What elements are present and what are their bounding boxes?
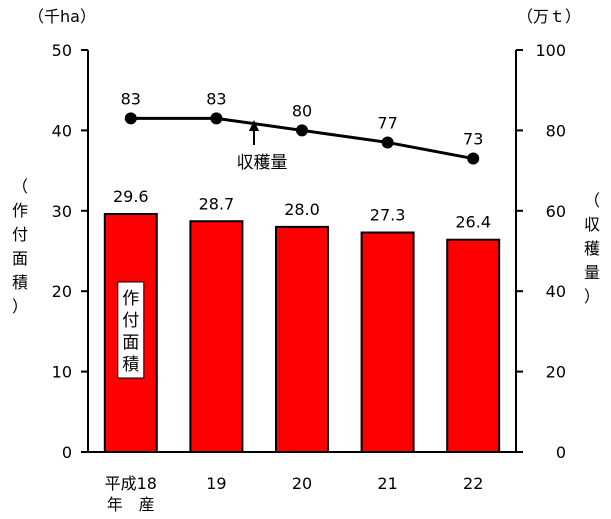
bar-series-label-box bbox=[117, 281, 145, 379]
line-point-label: 80 bbox=[292, 101, 312, 120]
axis-titles: （千ha） （万ｔ） （作付面積） （収穫量） bbox=[12, 7, 600, 316]
bar bbox=[446, 238, 501, 453]
right-tick-label: 60 bbox=[546, 202, 566, 221]
left-axis-ticks: 0 10 20 30 40 50 bbox=[52, 41, 88, 462]
line-point-label: 83 bbox=[121, 89, 141, 108]
left-tick-label: 40 bbox=[52, 121, 72, 140]
bar bbox=[189, 220, 244, 453]
bar bbox=[275, 225, 329, 453]
bar-value-label: 28.0 bbox=[284, 200, 320, 219]
line-point bbox=[467, 152, 480, 165]
left-tick-label: 20 bbox=[52, 282, 72, 301]
x-tick-labels: 平成18 年 産 19 20 21 22 bbox=[105, 474, 484, 514]
bar-series-label: 作付面積 bbox=[122, 289, 139, 375]
annotation-arrowhead bbox=[249, 120, 259, 131]
right-axis-unit: （万ｔ） bbox=[517, 7, 581, 26]
bar-value-label: 28.7 bbox=[199, 194, 235, 213]
bar bbox=[360, 231, 415, 453]
left-axis-title: （作付面積） bbox=[12, 177, 28, 316]
right-tick-label: 80 bbox=[546, 121, 566, 140]
right-axis-title: （収穫量） bbox=[584, 191, 600, 306]
line-point bbox=[296, 124, 308, 137]
right-tick-label: 0 bbox=[556, 443, 566, 462]
svg-text:（作付面積）: （作付面積） bbox=[12, 177, 28, 316]
x-tick-label: 19 bbox=[206, 474, 226, 493]
bar-value-label: 26.4 bbox=[455, 213, 491, 232]
x-tick-label: 20 bbox=[292, 474, 312, 493]
line-point bbox=[124, 112, 137, 125]
right-tick-label: 40 bbox=[546, 282, 566, 301]
line-series: 83 83 80 77 73 bbox=[121, 89, 483, 165]
x-tick-label: 平成18 年 産 bbox=[105, 474, 157, 514]
x-tick-label: 21 bbox=[377, 474, 397, 493]
bar-value-label: 29.6 bbox=[113, 187, 149, 206]
line-point bbox=[210, 112, 223, 125]
line-path bbox=[130, 116, 474, 161]
svg-text:（収穫量）: （収穫量） bbox=[584, 191, 600, 306]
left-tick-label: 30 bbox=[52, 202, 72, 221]
line-point-label: 83 bbox=[206, 89, 226, 108]
left-tick-label: 0 bbox=[62, 443, 72, 462]
bar-value-labels: 29.6 28.7 28.0 27.3 26.4 bbox=[113, 187, 491, 232]
left-axis-unit: （千ha） bbox=[28, 7, 96, 26]
bar-series bbox=[103, 213, 501, 453]
line-point bbox=[381, 136, 394, 149]
line-series-label: 収穫量 bbox=[237, 153, 288, 173]
right-axis-ticks: 0 20 40 60 80 100 bbox=[516, 41, 566, 462]
line-point-label: 77 bbox=[377, 113, 397, 132]
bar-value-label: 27.3 bbox=[370, 206, 406, 225]
line-point-label: 73 bbox=[463, 130, 483, 149]
right-tick-label: 20 bbox=[546, 363, 566, 382]
bar-series-annotation: 作付面積 bbox=[117, 281, 145, 379]
right-tick-label: 100 bbox=[535, 41, 566, 60]
left-tick-label: 10 bbox=[52, 363, 72, 382]
x-tick-label: 22 bbox=[463, 474, 483, 493]
left-tick-label: 50 bbox=[52, 41, 72, 60]
line-series-annotation: 収穫量 bbox=[237, 120, 288, 173]
